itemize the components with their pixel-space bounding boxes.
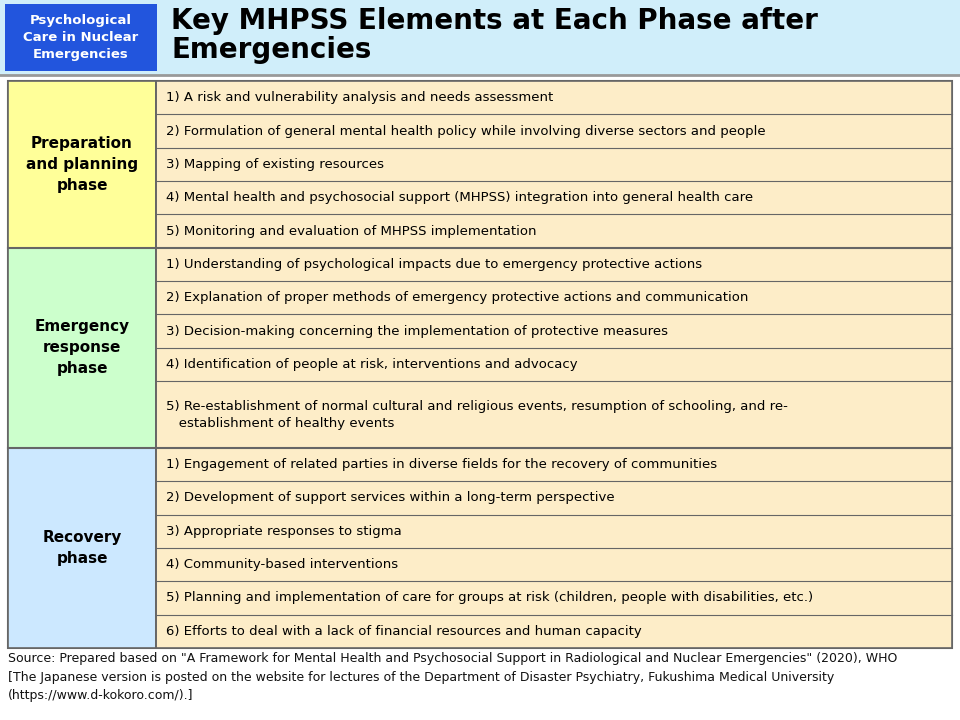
Text: 5) Monitoring and evaluation of MHPSS implementation: 5) Monitoring and evaluation of MHPSS im… [166, 225, 537, 238]
Text: 4) Identification of people at risk, interventions and advocacy: 4) Identification of people at risk, int… [166, 358, 578, 371]
Text: Recovery
phase: Recovery phase [42, 530, 122, 566]
Bar [8, 248, 156, 448]
Text: 4) Community-based interventions: 4) Community-based interventions [166, 558, 398, 571]
Text: 1) Understanding of psychological impacts due to emergency protective actions: 1) Understanding of psychological impact… [166, 258, 702, 271]
Bar [156, 81, 952, 248]
Bar [156, 248, 952, 448]
Text: 2) Explanation of proper methods of emergency protective actions and communicati: 2) Explanation of proper methods of emer… [166, 292, 749, 305]
Text: Preparation
and planning
phase: Preparation and planning phase [26, 136, 138, 193]
Bar [8, 81, 156, 248]
Bar [156, 448, 952, 648]
Text: Psychological
Care in Nuclear
Emergencies: Psychological Care in Nuclear Emergencie… [23, 14, 138, 61]
Text: 3) Appropriate responses to stigma: 3) Appropriate responses to stigma [166, 525, 401, 538]
Bar [0, 0, 960, 75]
Text: Key MHPSS Elements at Each Phase after
Emergencies: Key MHPSS Elements at Each Phase after E… [171, 7, 818, 64]
Text: 2) Development of support services within a long-term perspective: 2) Development of support services withi… [166, 492, 614, 505]
Text: 3) Decision-making concerning the implementation of protective measures: 3) Decision-making concerning the implem… [166, 325, 668, 338]
Text: 1) Engagement of related parties in diverse fields for the recovery of communiti: 1) Engagement of related parties in dive… [166, 458, 717, 471]
Bar [8, 81, 952, 648]
Text: Emergency
response
phase: Emergency response phase [35, 320, 130, 377]
Bar [5, 4, 157, 71]
Text: 1) A risk and vulnerability analysis and needs assessment: 1) A risk and vulnerability analysis and… [166, 91, 553, 104]
Text: 2) Formulation of general mental health policy while involving diverse sectors a: 2) Formulation of general mental health … [166, 125, 766, 138]
Text: Source: Prepared based on "A Framework for Mental Health and Psychosocial Suppor: Source: Prepared based on "A Framework f… [8, 652, 898, 702]
Text: 6) Efforts to deal with a lack of financial resources and human capacity: 6) Efforts to deal with a lack of financ… [166, 625, 641, 638]
Text: 5) Planning and implementation of care for groups at risk (children, people with: 5) Planning and implementation of care f… [166, 591, 813, 605]
Text: 5) Re-establishment of normal cultural and religious events, resumption of schoo: 5) Re-establishment of normal cultural a… [166, 400, 788, 430]
Text: 3) Mapping of existing resources: 3) Mapping of existing resources [166, 158, 384, 171]
Bar [8, 448, 156, 648]
Text: 4) Mental health and psychosocial support (MHPSS) integration into general healt: 4) Mental health and psychosocial suppor… [166, 192, 754, 204]
